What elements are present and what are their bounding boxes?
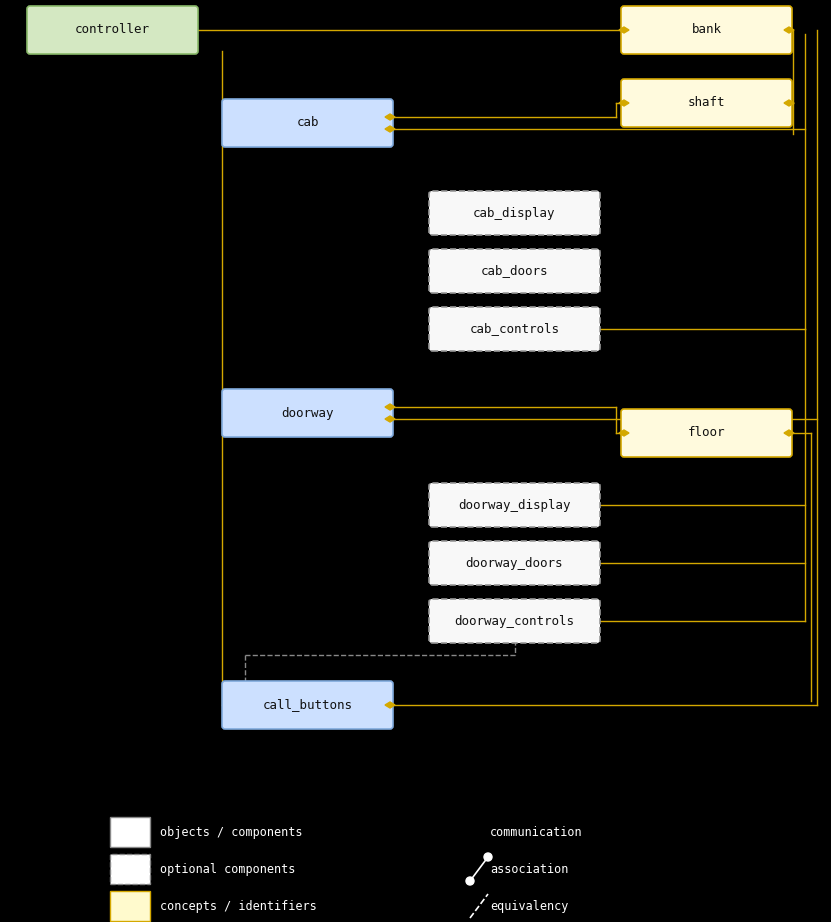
FancyBboxPatch shape (110, 854, 150, 884)
FancyBboxPatch shape (621, 409, 792, 457)
FancyBboxPatch shape (222, 389, 393, 437)
Polygon shape (619, 27, 629, 33)
Text: cab: cab (296, 116, 319, 129)
Circle shape (466, 877, 474, 885)
Text: cab_display: cab_display (473, 207, 556, 219)
Polygon shape (385, 702, 395, 708)
FancyBboxPatch shape (222, 99, 393, 147)
FancyBboxPatch shape (429, 191, 600, 235)
Text: cab_controls: cab_controls (470, 323, 559, 336)
Text: equivalency: equivalency (490, 900, 568, 913)
Text: concepts / identifiers: concepts / identifiers (160, 900, 317, 913)
Polygon shape (619, 430, 629, 436)
FancyBboxPatch shape (429, 541, 600, 585)
FancyBboxPatch shape (429, 249, 600, 293)
Polygon shape (784, 100, 794, 106)
Text: bank: bank (691, 23, 721, 37)
Text: optional components: optional components (160, 862, 295, 876)
FancyBboxPatch shape (222, 681, 393, 729)
Text: controller: controller (75, 23, 150, 37)
Polygon shape (619, 100, 629, 106)
Text: communication: communication (490, 825, 583, 838)
Polygon shape (385, 126, 395, 132)
FancyBboxPatch shape (429, 599, 600, 643)
FancyBboxPatch shape (27, 6, 198, 54)
FancyBboxPatch shape (429, 307, 600, 351)
Circle shape (484, 853, 492, 861)
Text: association: association (490, 862, 568, 876)
Polygon shape (784, 27, 794, 33)
Polygon shape (385, 404, 395, 410)
Text: shaft: shaft (688, 97, 725, 110)
Text: doorway: doorway (281, 407, 334, 420)
FancyBboxPatch shape (110, 891, 150, 921)
Text: call_buttons: call_buttons (263, 699, 352, 712)
Text: doorway_controls: doorway_controls (455, 614, 574, 628)
Polygon shape (385, 416, 395, 422)
FancyBboxPatch shape (621, 6, 792, 54)
Polygon shape (784, 430, 794, 436)
Polygon shape (385, 114, 395, 120)
Text: objects / components: objects / components (160, 825, 302, 838)
Text: cab_doors: cab_doors (481, 265, 548, 278)
Text: doorway_doors: doorway_doors (465, 557, 563, 570)
FancyBboxPatch shape (621, 79, 792, 127)
Text: floor: floor (688, 427, 725, 440)
Text: doorway_display: doorway_display (458, 499, 571, 512)
FancyBboxPatch shape (429, 483, 600, 527)
FancyBboxPatch shape (110, 817, 150, 847)
